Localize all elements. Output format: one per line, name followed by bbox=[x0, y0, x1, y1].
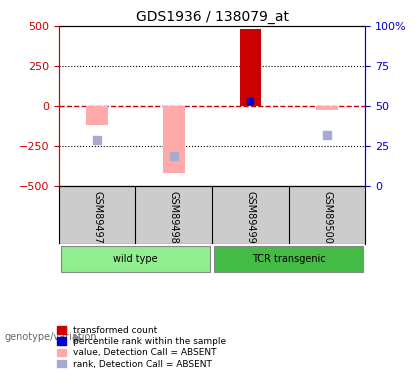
Bar bbox=[316, 106, 338, 110]
Text: wild type: wild type bbox=[113, 254, 158, 264]
Bar bbox=[240, 30, 261, 106]
Bar bbox=[61, 246, 210, 272]
Bar bbox=[214, 246, 363, 272]
Title: GDS1936 / 138079_at: GDS1936 / 138079_at bbox=[136, 10, 289, 24]
Text: GSM89497: GSM89497 bbox=[92, 190, 102, 243]
Bar bbox=[87, 106, 108, 125]
Text: GSM89500: GSM89500 bbox=[322, 190, 332, 243]
Text: GSM89498: GSM89498 bbox=[169, 190, 179, 243]
Text: TCR transgenic: TCR transgenic bbox=[252, 254, 326, 264]
Text: genotype/variation: genotype/variation bbox=[4, 333, 97, 342]
Text: ▶: ▶ bbox=[73, 331, 82, 344]
Text: GSM89499: GSM89499 bbox=[245, 190, 255, 243]
Bar bbox=[163, 106, 184, 173]
Legend: transformed count, percentile rank within the sample, value, Detection Call = AB: transformed count, percentile rank withi… bbox=[55, 324, 228, 370]
